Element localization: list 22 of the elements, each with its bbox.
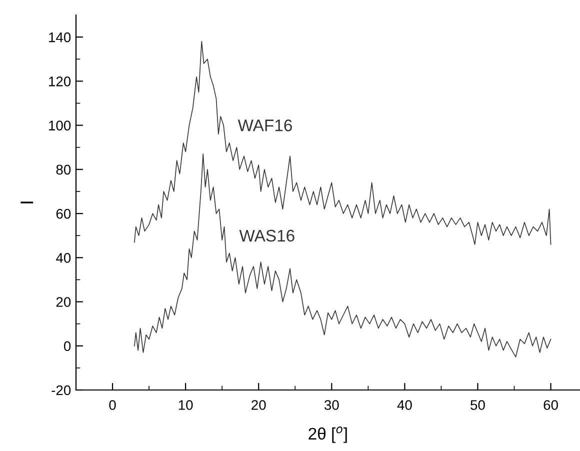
x-tick-label: 0 bbox=[109, 400, 116, 410]
y-axis-title: I bbox=[20, 202, 34, 204]
y-tick-label: 20 bbox=[56, 297, 71, 307]
y-tick-label: 100 bbox=[49, 120, 71, 130]
x-tick-label: 50 bbox=[470, 400, 485, 410]
line-series bbox=[134, 41, 552, 245]
y-tick-label: 40 bbox=[56, 252, 71, 263]
x-tick-label: 20 bbox=[252, 400, 266, 410]
line-series bbox=[134, 154, 552, 358]
series-label: WAS16 bbox=[239, 230, 294, 242]
x-tick-label: 40 bbox=[397, 400, 412, 410]
x-tick-label: 60 bbox=[544, 400, 558, 410]
x-tick-label: 30 bbox=[324, 400, 339, 410]
x-tick-label: 10 bbox=[178, 400, 193, 410]
y-tick-label: -20 bbox=[52, 385, 71, 396]
x-axis-title: 2θ [$^{o}$] bbox=[308, 426, 347, 443]
y-tick-label: 120 bbox=[49, 76, 71, 86]
y-tick-label: 80 bbox=[56, 164, 71, 175]
y-tick-label: 0 bbox=[64, 341, 71, 352]
y-tick-label: 140 bbox=[49, 32, 71, 42]
y-tick-label: 60 bbox=[56, 208, 71, 219]
series-label: WAF16 bbox=[238, 120, 292, 132]
